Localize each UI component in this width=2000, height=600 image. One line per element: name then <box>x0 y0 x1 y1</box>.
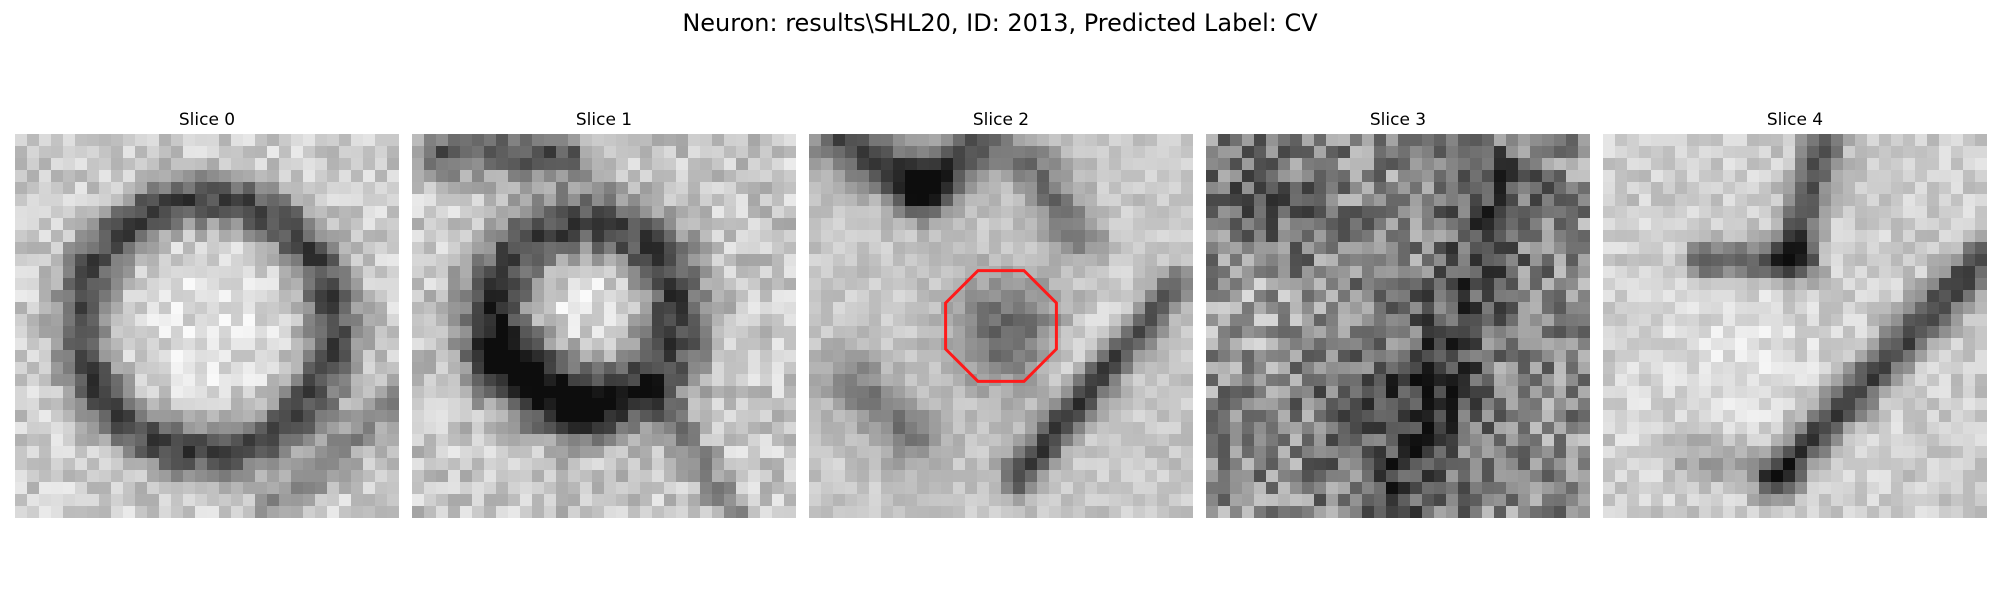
slice-image-4 <box>1603 134 1987 518</box>
slice-image-2 <box>809 134 1193 518</box>
roi-contour <box>944 269 1058 383</box>
slice-panel-4: Slice 4 <box>1603 108 1987 518</box>
figure-title: Neuron: results\SHL20, ID: 2013, Predict… <box>682 9 1318 37</box>
slice-image-0 <box>15 134 399 518</box>
slice-panel-1: Slice 1 <box>412 108 796 518</box>
slice-title-3: Slice 3 <box>1369 110 1427 130</box>
slice-title-0: Slice 0 <box>178 110 236 130</box>
slice-image-1 <box>412 134 796 518</box>
slice-panel-0: Slice 0 <box>15 108 399 518</box>
slice-panel-3: Slice 3 <box>1206 108 1590 518</box>
slice-panel-2: Slice 2 <box>809 108 1193 518</box>
slice-title-1: Slice 1 <box>575 110 633 130</box>
slice-title-4: Slice 4 <box>1766 110 1824 130</box>
slice-image-3 <box>1206 134 1590 518</box>
slice-title-2: Slice 2 <box>972 110 1030 130</box>
